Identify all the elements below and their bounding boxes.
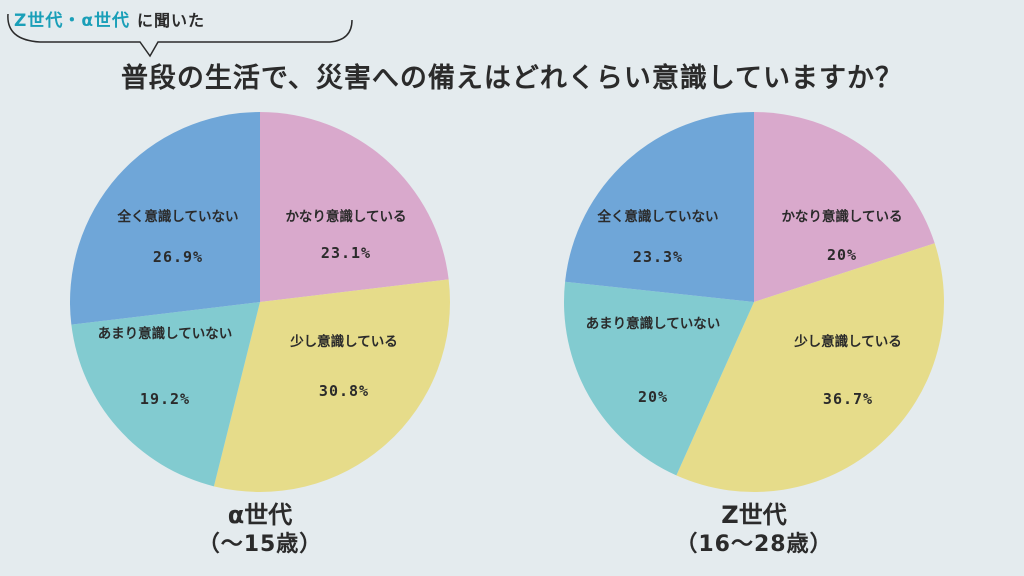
slice-label-alpha-1: 少し意識している	[289, 333, 398, 350]
slice-label-z-2: あまり意識していない	[586, 315, 721, 332]
chart-name-alpha: α世代	[227, 501, 293, 529]
slice-value-z-1: 36.7%	[823, 390, 873, 408]
slice-value-alpha-0: 23.1%	[321, 244, 371, 262]
page-title: 普段の生活で、災害への備えはどれくらい意識していますか？	[120, 63, 904, 94]
header-tag-accent: Z世代・α世代	[14, 11, 131, 31]
slice-label-alpha-2: あまり意識していない	[98, 325, 233, 342]
slice-value-alpha-1: 30.8%	[319, 382, 369, 400]
pie-slice-z-0	[754, 112, 935, 302]
pie-slice-alpha-2	[71, 302, 261, 487]
slice-value-z-0: 20%	[827, 246, 857, 264]
pie-slice-alpha-0	[260, 112, 449, 302]
header-tag-plain: に聞いた	[136, 11, 205, 30]
pie-slice-alpha-3	[69, 112, 260, 325]
pie-slice-z-3	[565, 112, 754, 302]
slice-value-z-3: 23.3%	[633, 248, 683, 266]
chart-caption-z: Z世代 （16～28歳）	[624, 500, 884, 560]
slice-value-alpha-3: 26.9%	[153, 248, 203, 266]
slice-label-z-3: 全く意識していない	[596, 208, 718, 225]
header-tag: Z世代・α世代 に聞いた	[14, 6, 205, 31]
pie-slice-z-2	[564, 281, 754, 476]
slice-label-z-0: かなり意識している	[781, 208, 902, 225]
slice-label-z-1: 少し意識している	[793, 333, 902, 350]
chart-subtitle-alpha: （～15歳）	[197, 532, 323, 557]
pie-slice-alpha-1	[213, 279, 450, 492]
slice-label-alpha-0: かなり意識している	[285, 208, 406, 225]
pie-slice-z-1	[676, 243, 944, 492]
header-bubble-outline	[7, 13, 353, 58]
slice-label-alpha-3: 全く意識していない	[116, 208, 238, 225]
chart-subtitle-z: （16～28歳）	[675, 532, 833, 557]
chart-caption-alpha: α世代 （～15歳）	[130, 500, 390, 560]
slice-value-alpha-2: 19.2%	[140, 390, 190, 408]
slice-value-z-2: 20%	[638, 388, 668, 406]
chart-name-z: Z世代	[721, 501, 787, 529]
